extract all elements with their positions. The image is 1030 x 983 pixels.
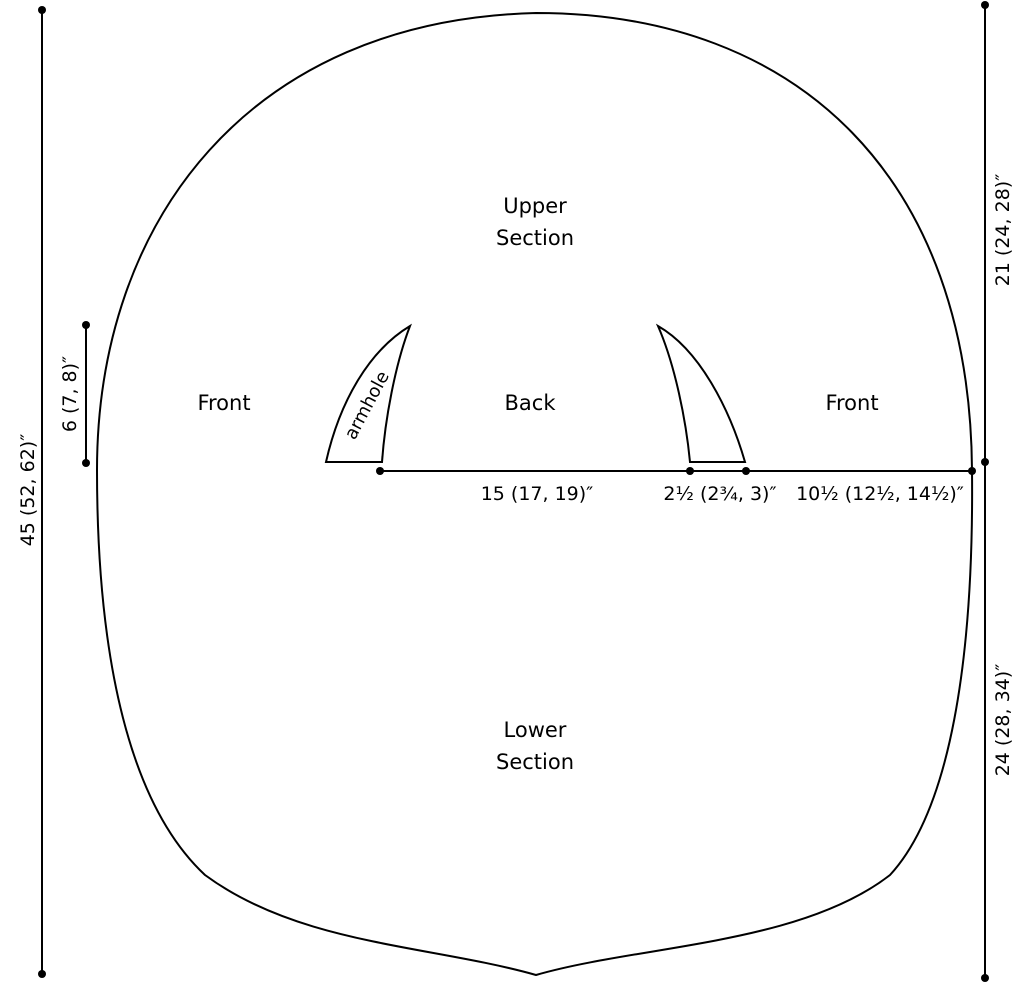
armhole-left-shape (324, 323, 412, 463)
armhole-right-shape (655, 323, 747, 463)
lower-section-label-line1: Lower (504, 718, 567, 742)
width-dot-4 (968, 467, 976, 475)
upper-height-label: 21 (24, 28)″ (992, 174, 1014, 287)
width-dot-1 (376, 467, 384, 475)
armhole-width-label: 2½ (2¾, 3)″ (663, 483, 776, 505)
garment-outline (95, 11, 974, 977)
total-height-bottom-dot (38, 970, 46, 978)
right-height-mid-dot (981, 458, 989, 466)
right-height-bottom-dot (981, 974, 989, 982)
armhole-depth-top-dot (82, 321, 90, 329)
lower-height-label: 24 (28, 34)″ (992, 664, 1014, 777)
upper-section-label-line2: Section (496, 226, 574, 250)
back-width-label: 15 (17, 19)″ (481, 483, 594, 505)
lower-section-label-line2: Section (496, 750, 574, 774)
total-height-top-dot (38, 6, 46, 14)
total-height-label: 45 (52, 62)″ (17, 434, 39, 547)
upper-section-label-line1: Upper (503, 194, 567, 218)
width-dot-2 (686, 467, 694, 475)
front-right-label: Front (825, 391, 878, 415)
width-dot-3 (742, 467, 750, 475)
armhole-depth-label: 6 (7, 8)″ (59, 356, 81, 432)
armhole-depth-bottom-dot (82, 459, 90, 467)
front-width-label: 10½ (12½, 14½)″ (796, 483, 964, 505)
back-label: Back (505, 391, 557, 415)
right-height-top-dot (981, 1, 989, 9)
front-left-label: Front (197, 391, 250, 415)
